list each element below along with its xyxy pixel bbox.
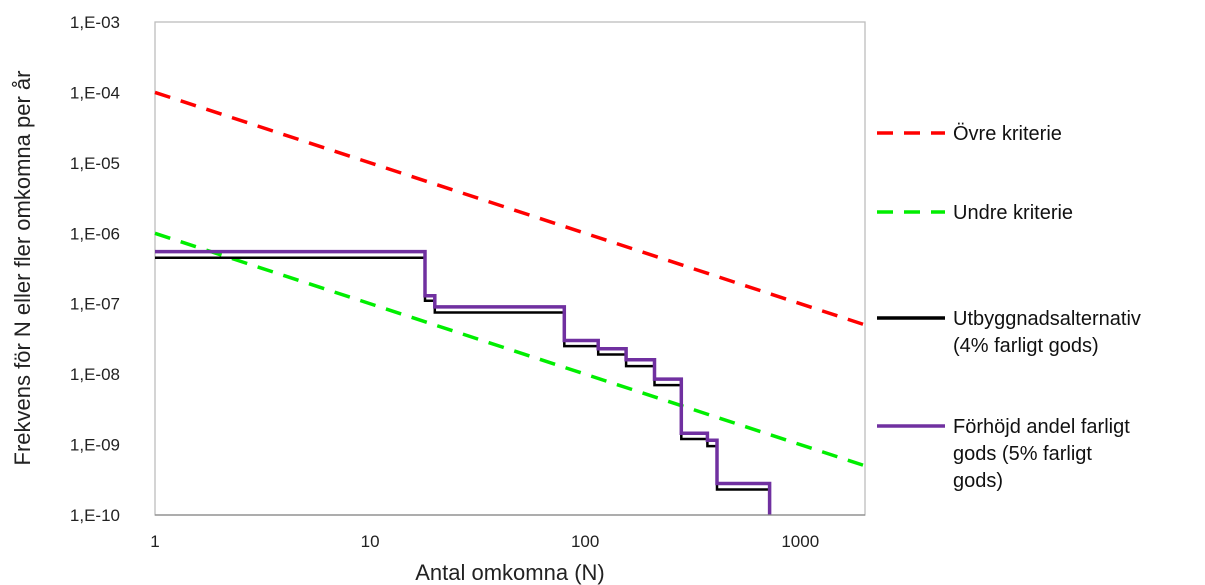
legend-label: gods (5% farligt <box>953 443 1092 465</box>
series-line-3 <box>155 249 772 515</box>
legend-label: Övre kriterie <box>953 123 1062 145</box>
x-tick-label: 1000 <box>781 532 819 551</box>
legend-label: Undre kriterie <box>953 202 1073 224</box>
y-tick-label: 1,E-05 <box>70 154 120 173</box>
series-line-0 <box>154 90 866 327</box>
x-tick-label: 10 <box>361 532 380 551</box>
y-tick-label: 1,E-04 <box>70 83 120 102</box>
series-layer <box>154 90 866 515</box>
y-axis-title: Frekvens för N eller fler omkomna per år <box>10 71 35 466</box>
x-axis-title: Antal omkomna (N) <box>415 560 605 585</box>
y-tick-labels: 1,E-10 1,E-09 1,E-08 1,E-07 1,E-06 1,E-05 1,E-… <box>70 13 120 525</box>
legend-label: gods) <box>953 470 1003 492</box>
series-line-2 <box>155 256 771 515</box>
legend-label: Utbyggnadsalternativ <box>953 308 1141 330</box>
x-tick-label: 1 <box>150 532 159 551</box>
y-tick-label: 1,E-07 <box>70 295 120 314</box>
x-tick-labels: 1 10 100 1000 <box>150 532 819 551</box>
series-line-1 <box>154 231 866 468</box>
legend-label: Förhöjd andel farligt <box>953 416 1130 438</box>
y-tick-label: 1,E-09 <box>70 436 120 455</box>
y-tick-label: 1,E-03 <box>70 13 120 32</box>
legend: Övre kriterie Undre kriterie Utbyggnadsalt… <box>877 123 1141 492</box>
y-tick-label: 1,E-06 <box>70 224 120 243</box>
legend-label: (4% farligt gods) <box>953 335 1099 357</box>
x-tick-label: 100 <box>571 532 599 551</box>
y-tick-label: 1,E-10 <box>70 506 120 525</box>
y-tick-label: 1,E-08 <box>70 365 120 384</box>
